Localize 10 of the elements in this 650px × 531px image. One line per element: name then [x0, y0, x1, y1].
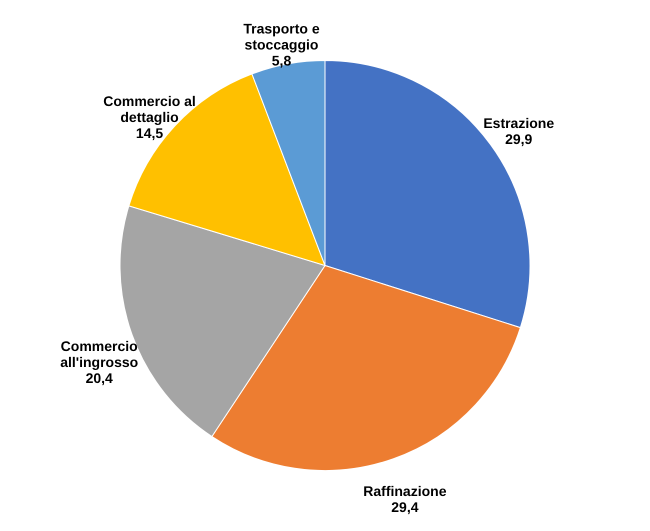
data-label: 20,4 — [86, 370, 114, 386]
data-label: 14,5 — [136, 124, 164, 141]
data-label: 5,8 — [272, 52, 292, 68]
slice-label: Raffinazione — [363, 482, 447, 499]
slice-label: Trasporto e stoccaggio — [243, 20, 320, 52]
data-label: 29,4 — [391, 498, 419, 515]
slice-label: Commercio al dettaglio — [103, 92, 196, 125]
data-label: 29,9 — [505, 130, 533, 147]
slice-label: Estrazione — [483, 114, 554, 131]
slice-label: Commercio all'ingrosso — [60, 338, 138, 370]
